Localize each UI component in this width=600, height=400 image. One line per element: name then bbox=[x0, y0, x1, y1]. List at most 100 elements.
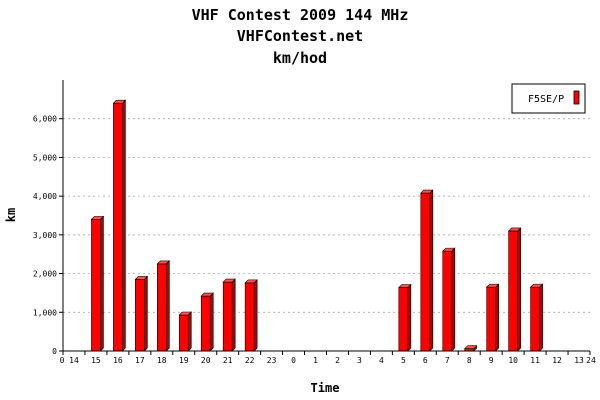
x-axis-title: Time bbox=[311, 381, 340, 395]
bar-side bbox=[495, 283, 499, 352]
bar-top bbox=[178, 311, 192, 316]
bar-top bbox=[156, 260, 171, 265]
bar-front bbox=[113, 102, 123, 352]
bar-side bbox=[100, 215, 104, 352]
x-tick-label: 3 bbox=[357, 356, 362, 365]
bar-top bbox=[420, 189, 434, 194]
x-tick-label: 6 bbox=[423, 356, 428, 365]
legend-label: F5SE/P bbox=[528, 94, 564, 105]
bar bbox=[112, 99, 127, 352]
x-tick-label: 5 bbox=[401, 356, 406, 365]
bar-front bbox=[200, 295, 211, 352]
bar bbox=[222, 278, 236, 352]
bar-top bbox=[398, 284, 412, 288]
chart-subtitle: VHFContest.net bbox=[237, 27, 363, 45]
bar-top bbox=[485, 283, 500, 288]
bar-top bbox=[507, 227, 522, 232]
x-edge-label-start: 0 bbox=[60, 356, 65, 365]
x-tick-label: 16 bbox=[113, 356, 123, 365]
bar-top bbox=[442, 247, 456, 252]
chart-title: VHF Contest 2009 144 MHz bbox=[192, 6, 409, 24]
bar-front bbox=[486, 286, 496, 352]
bars bbox=[90, 99, 544, 352]
bar-top bbox=[90, 216, 105, 220]
bar bbox=[90, 215, 105, 352]
bar-front bbox=[135, 279, 145, 352]
bar-front bbox=[222, 281, 233, 352]
y-tick-label: 5,000 bbox=[33, 153, 57, 162]
bar-front bbox=[530, 286, 540, 352]
x-tick-label: 8 bbox=[467, 356, 472, 365]
x-tick-label: 10 bbox=[508, 356, 518, 365]
bar-front bbox=[508, 230, 518, 352]
bar bbox=[398, 283, 412, 352]
bar bbox=[442, 247, 456, 352]
x-tick-label: 21 bbox=[223, 356, 233, 365]
bar-top bbox=[134, 276, 149, 280]
bar bbox=[529, 283, 544, 352]
bar-side bbox=[539, 283, 543, 352]
x-tick-label: 17 bbox=[135, 356, 145, 365]
legend-swatch bbox=[573, 90, 580, 105]
x-tick-label: 18 bbox=[157, 356, 167, 365]
bar bbox=[464, 344, 478, 352]
bar bbox=[244, 279, 258, 352]
x-tick-label: 20 bbox=[201, 356, 211, 365]
bar-top bbox=[200, 292, 214, 297]
y-tick-label: 2,000 bbox=[33, 270, 57, 279]
bar-front bbox=[157, 263, 167, 352]
bar bbox=[178, 311, 192, 352]
y-tick-label: 0 bbox=[52, 347, 57, 356]
x-tick-label: 0 bbox=[291, 356, 296, 365]
bar-side bbox=[209, 292, 214, 352]
x-tick-label: 23 bbox=[267, 356, 277, 365]
legend: F5SE/P bbox=[511, 83, 586, 114]
x-tick-label: 7 bbox=[445, 356, 450, 365]
bar-side bbox=[166, 260, 170, 352]
bar-side bbox=[253, 279, 258, 352]
legend-box bbox=[511, 83, 586, 114]
y-tick-label: 6,000 bbox=[33, 115, 57, 124]
bar-side bbox=[122, 99, 126, 352]
x-tick-label: 22 bbox=[245, 356, 255, 365]
bar bbox=[507, 227, 522, 352]
bar-top bbox=[112, 99, 127, 104]
bar-front bbox=[398, 287, 409, 352]
bar bbox=[420, 189, 434, 352]
x-tick-label: 4 bbox=[379, 356, 384, 365]
bar-front bbox=[244, 282, 255, 352]
x-tick-label: 14 bbox=[69, 356, 79, 365]
y-axis-title: km bbox=[4, 208, 18, 222]
x-tick-label: 19 bbox=[179, 356, 189, 365]
chart-subtitle-units: km/hod bbox=[273, 49, 327, 67]
x-tick-label: 11 bbox=[530, 356, 540, 365]
x-edge-label-end: 24 bbox=[586, 356, 596, 365]
bar-top bbox=[244, 279, 258, 284]
x-tick-label: 15 bbox=[91, 356, 101, 365]
bar bbox=[156, 260, 171, 352]
bar-top bbox=[464, 345, 478, 349]
bar-top bbox=[529, 283, 544, 288]
y-tick-label: 3,000 bbox=[33, 231, 57, 240]
bar-side bbox=[517, 227, 521, 352]
x-tick-label: 9 bbox=[489, 356, 494, 365]
bar-side bbox=[187, 311, 192, 352]
bar-front bbox=[420, 192, 431, 352]
x-tick-label: 13 bbox=[574, 356, 584, 365]
bar-front bbox=[91, 219, 101, 352]
bar-side bbox=[451, 247, 456, 352]
bar-front bbox=[178, 314, 189, 352]
bar-top bbox=[222, 278, 236, 283]
bar bbox=[134, 275, 149, 352]
bar-side bbox=[144, 275, 148, 352]
bar-front bbox=[442, 250, 453, 352]
bar-side bbox=[231, 278, 236, 352]
x-tick-label: 2 bbox=[335, 356, 340, 365]
y-tick-label: 1,000 bbox=[33, 308, 57, 317]
y-tick-label: 4,000 bbox=[33, 192, 57, 201]
x-tick-label: 12 bbox=[552, 356, 562, 365]
x-tick-label: 1 bbox=[313, 356, 318, 365]
